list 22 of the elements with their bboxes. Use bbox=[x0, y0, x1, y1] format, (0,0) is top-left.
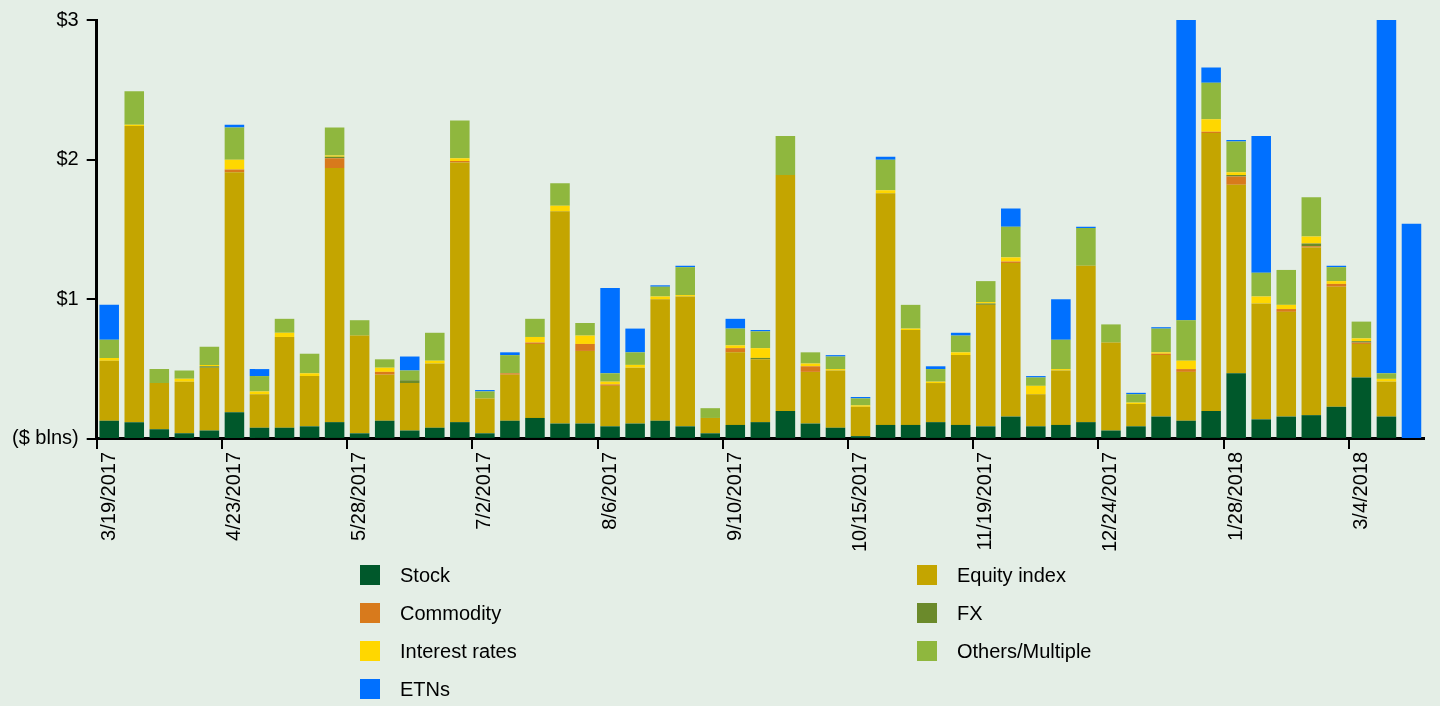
legend-label: Equity index bbox=[957, 563, 1066, 587]
y-tick-label: $2 bbox=[56, 147, 79, 170]
legend-label: FX bbox=[957, 601, 983, 625]
y-tick-label: ($ blns) bbox=[11, 426, 79, 449]
x-tick-label: 9/10/2017 bbox=[722, 451, 745, 541]
x-tick-label: 5/28/2017 bbox=[347, 451, 370, 541]
x-tick-label: 1/28/2018 bbox=[1223, 451, 1246, 541]
legend-label: Commodity bbox=[400, 601, 502, 625]
y-tick-label: $1 bbox=[56, 286, 79, 309]
legend-label: ETNs bbox=[400, 677, 450, 701]
x-tick-label: 8/6/2017 bbox=[597, 451, 620, 530]
x-tick-label: 3/19/2017 bbox=[96, 451, 119, 541]
x-tick-label: 11/19/2017 bbox=[973, 451, 996, 551]
y-tick-label: $3 bbox=[56, 7, 79, 30]
legend-label: Others/Multiple bbox=[957, 639, 1092, 663]
legend-label: Stock bbox=[400, 563, 451, 587]
x-tick-label: 12/24/2017 bbox=[1098, 451, 1121, 553]
legend-label: Interest rates bbox=[400, 639, 517, 663]
x-tick-label: 10/15/2017 bbox=[848, 451, 871, 553]
x-tick-label: 4/23/2017 bbox=[221, 451, 244, 541]
x-tick-label: 3/4/2018 bbox=[1348, 451, 1371, 530]
x-tick-label: 7/2/2017 bbox=[472, 451, 495, 530]
